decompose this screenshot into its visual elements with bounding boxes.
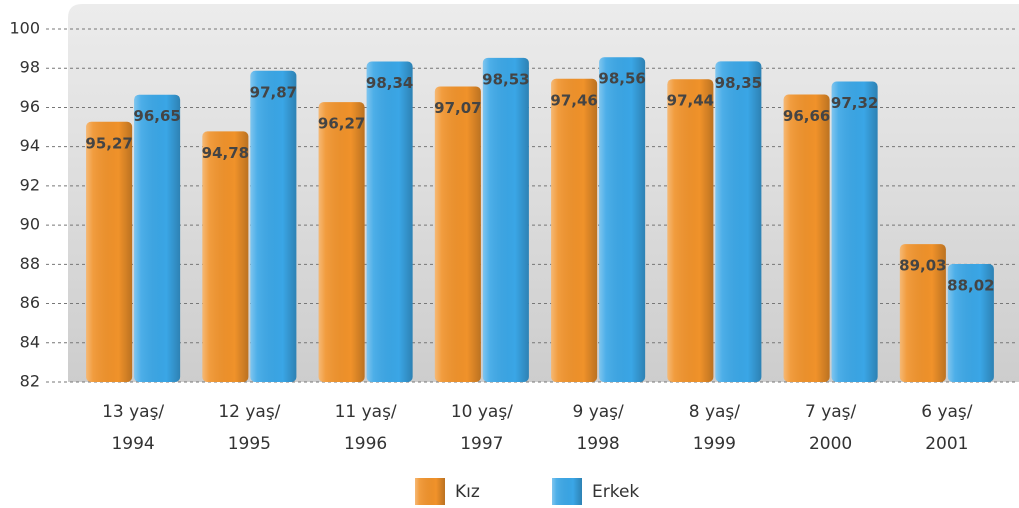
value-label: 89,03 <box>899 257 946 275</box>
bar-shine <box>831 81 878 383</box>
legend-label: Erkek <box>592 482 639 502</box>
x-tick-label: 1994 <box>111 434 154 454</box>
bar-shine <box>366 61 413 382</box>
value-label: 95,27 <box>85 134 132 152</box>
value-label: 96,66 <box>783 107 830 125</box>
x-tick-label: 2001 <box>925 434 968 454</box>
x-tick-label: 1997 <box>460 434 503 454</box>
bar-shine <box>202 131 249 382</box>
legend-swatch-shine <box>552 478 582 505</box>
value-label: 98,56 <box>598 70 645 88</box>
x-tick-label: 6 yaş/ <box>921 402 973 422</box>
value-label: 97,32 <box>831 94 878 112</box>
x-tick-label: 7 yaş/ <box>805 402 857 422</box>
bar-shine <box>783 94 830 383</box>
bar-shine <box>551 78 598 382</box>
bar-shine <box>434 86 481 382</box>
y-tick-label: 88 <box>20 254 40 273</box>
x-tick-label: 9 yaş/ <box>572 402 624 422</box>
value-label: 96,27 <box>318 115 365 133</box>
y-tick-label: 84 <box>20 332 40 351</box>
bar-shine <box>947 263 994 382</box>
bar-shine <box>899 244 946 382</box>
y-tick-label: 82 <box>20 372 40 391</box>
x-tick-label: 1996 <box>344 434 387 454</box>
y-tick-label: 92 <box>20 175 40 194</box>
value-label: 97,87 <box>250 83 297 101</box>
legend-label: Kız <box>455 482 480 502</box>
x-tick-label: 1998 <box>576 434 619 454</box>
value-label: 88,02 <box>947 276 994 294</box>
bar-shine <box>134 94 181 383</box>
legend-swatch-shine <box>415 478 445 505</box>
x-tick-label: 2000 <box>809 434 852 454</box>
y-tick-label: 86 <box>20 293 40 312</box>
y-tick-label: 100 <box>9 19 40 38</box>
value-label: 97,46 <box>550 91 597 109</box>
value-label: 97,07 <box>434 99 481 117</box>
x-tick-label: 1995 <box>228 434 271 454</box>
x-tick-label: 8 yaş/ <box>689 402 741 422</box>
bar-shine <box>599 57 646 383</box>
bar-shine <box>250 70 297 382</box>
bar-shine <box>715 61 762 382</box>
y-tick-label: 90 <box>20 215 40 234</box>
bar-shine <box>667 79 714 383</box>
value-label: 96,65 <box>133 107 180 125</box>
bar-shine <box>86 121 133 382</box>
y-tick-label: 98 <box>20 58 40 77</box>
value-label: 94,78 <box>202 144 249 162</box>
x-tick-label: 1999 <box>693 434 736 454</box>
bar-shine <box>482 57 529 382</box>
value-label: 97,44 <box>667 92 714 110</box>
bar-shine <box>318 102 365 382</box>
x-tick-label: 13 yaş/ <box>102 402 164 422</box>
y-tick-label: 96 <box>20 97 40 116</box>
plot-background <box>68 4 1019 382</box>
y-tick-label: 94 <box>20 136 40 155</box>
x-tick-label: 12 yaş/ <box>218 402 280 422</box>
x-tick-label: 11 yaş/ <box>335 402 397 422</box>
value-label: 98,35 <box>715 74 762 92</box>
x-tick-label: 10 yaş/ <box>451 402 513 422</box>
value-label: 98,34 <box>366 74 413 92</box>
value-label: 98,53 <box>482 70 529 88</box>
